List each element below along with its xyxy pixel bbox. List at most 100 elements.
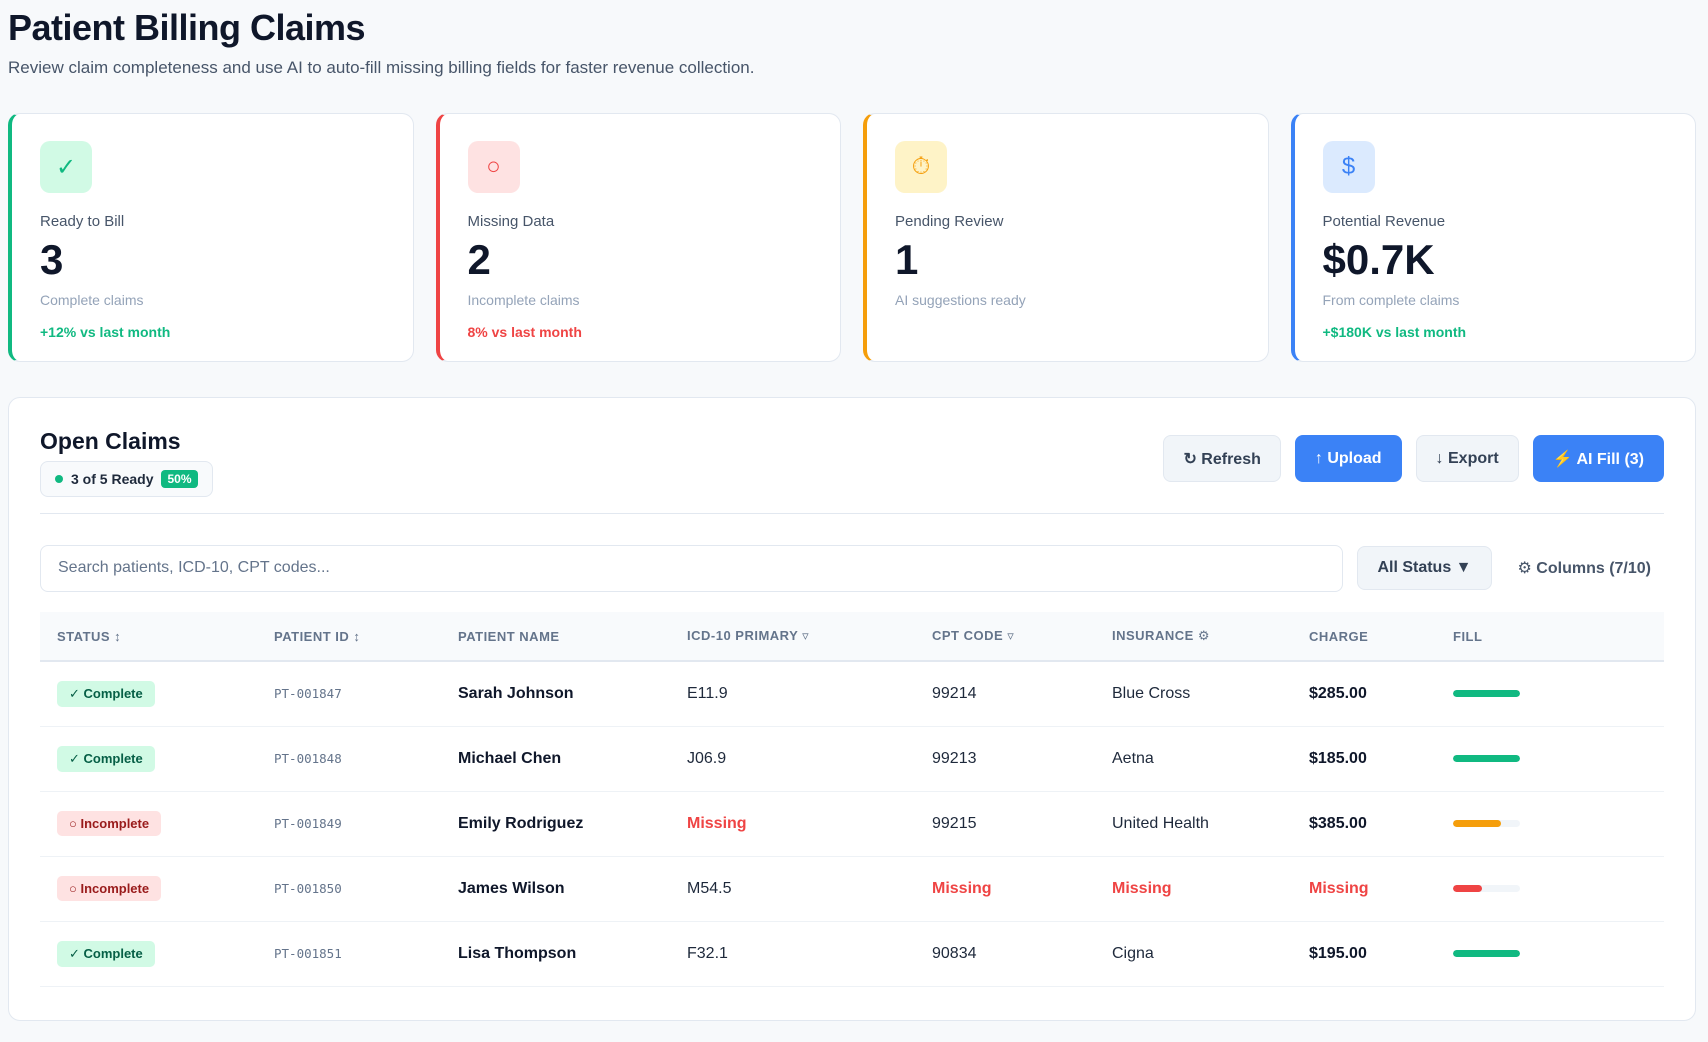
panel-toolbar: Open Claims 3 of 5 Ready 50% ↻ Refresh ↑…: [40, 428, 1664, 514]
header-cpt[interactable]: CPT CODE ▿: [932, 628, 1015, 643]
page-title: Patient Billing Claims: [8, 7, 366, 48]
charge-cell: $195.00: [1309, 944, 1367, 962]
status-filter-dropdown[interactable]: All Status ▼: [1357, 546, 1492, 590]
stat-label: Potential Revenue: [1322, 213, 1446, 230]
header-patient-id[interactable]: PATIENT ID ↕: [274, 628, 361, 644]
cpt-cell: 99215: [932, 814, 977, 832]
header-icd10[interactable]: ICD-10 PRIMARY ▿: [687, 628, 810, 643]
search-input[interactable]: [40, 544, 1344, 592]
ai-fill-button[interactable]: ⚡ AI Fill (3): [1532, 435, 1664, 482]
stat-card-pending: ⏱ Pending Review 1 AI suggestions ready: [863, 113, 1269, 362]
table-row[interactable]: ✓ Complete PT-001847 Sarah Johnson E11.9 992…: [40, 661, 1664, 727]
fill-progress-bar: [1453, 690, 1520, 698]
cpt-cell: 90834: [932, 944, 977, 962]
claims-table: STATUS ↕ PATIENT ID ↕ PATIENT NAME ICD-1…: [40, 612, 1664, 987]
check-icon: ✓: [40, 141, 92, 193]
open-claims-panel: Open Claims 3 of 5 Ready 50% ↻ Refresh ↑…: [8, 397, 1696, 1021]
status-badge: ✓ Complete: [57, 745, 155, 772]
charge-cell: $285.00: [1309, 684, 1367, 702]
charge-cell: $385.00: [1309, 814, 1367, 832]
patient-name-cell[interactable]: Michael Chen: [458, 749, 562, 767]
patient-name-cell[interactable]: James Wilson: [458, 879, 565, 897]
patient-name-cell[interactable]: Sarah Johnson: [458, 684, 574, 702]
insurance-cell: Aetna: [1112, 749, 1154, 767]
columns-toggle-button[interactable]: ⚙ Columns (7/10): [1517, 560, 1651, 577]
stat-value: $0.7K: [1322, 236, 1435, 283]
fill-progress-bar: [1453, 950, 1520, 957]
icd10-cell: F32.1: [687, 944, 728, 962]
insurance-cell: Cigna: [1112, 944, 1154, 962]
table-row[interactable]: ✓ Complete PT-001851 Lisa Thompson F32.1 908…: [40, 921, 1664, 987]
table-row[interactable]: ✓ Complete PT-001848 Michael Chen J06.9 9921…: [40, 726, 1664, 792]
header-charge: CHARGE: [1309, 628, 1369, 644]
stat-card-ready: ✓ Ready to Bill 3 Complete claims +12% v…: [8, 113, 414, 362]
upload-button[interactable]: ↑ Upload: [1294, 435, 1402, 482]
fill-progress-track: [1453, 820, 1520, 827]
icd10-cell: E11.9: [687, 684, 728, 702]
stat-subtext: Incomplete claims: [467, 292, 580, 308]
fill-progress-track: [1453, 755, 1520, 762]
header-patient-name: PATIENT NAME: [458, 628, 560, 644]
stat-subtext: Complete claims: [40, 292, 144, 308]
status-badge: ○ Incomplete: [57, 811, 162, 836]
patient-id-cell: PT-001847: [274, 685, 342, 701]
page-header: Patient Billing Claims Review claim comp…: [8, 6, 754, 78]
icd10-cell: J06.9: [687, 749, 727, 767]
stats-row: ✓ Ready to Bill 3 Complete claims +12% v…: [8, 113, 1696, 362]
patient-id-cell: PT-001851: [274, 945, 342, 961]
stat-value: 2: [467, 236, 491, 283]
fill-progress-bar: [1453, 820, 1502, 827]
fill-progress-track: [1453, 885, 1520, 892]
export-button[interactable]: ↓ Export: [1415, 435, 1519, 482]
patient-id-cell: PT-001849: [274, 815, 342, 831]
stat-trend: +12% vs last month: [40, 324, 171, 340]
fill-progress-bar: [1453, 885, 1482, 892]
status-dot-icon: [55, 475, 63, 483]
filter-bar: All Status ▼ ⚙ Columns (7/10): [40, 544, 1664, 592]
fill-progress-track: [1453, 690, 1520, 698]
panel-title: Open Claims: [40, 428, 181, 454]
status-badge: ✓ Complete: [57, 940, 155, 967]
cpt-cell: 99214: [932, 684, 977, 702]
ready-summary-pill: 3 of 5 Ready 50%: [40, 461, 213, 497]
patient-name-cell[interactable]: Emily Rodriguez: [458, 814, 584, 832]
status-badge: ○ Incomplete: [57, 876, 162, 901]
patient-id-cell: PT-001848: [274, 750, 342, 766]
insurance-cell: Missing: [1112, 879, 1172, 897]
fill-progress-track: [1453, 950, 1520, 957]
header-status[interactable]: STATUS ↕: [57, 628, 122, 644]
status-badge: ✓ Complete: [57, 680, 155, 707]
cpt-cell: 99213: [932, 749, 977, 767]
dollar-icon: $: [1322, 141, 1375, 193]
insurance-cell: United Health: [1112, 814, 1209, 832]
ready-percent-badge: 50%: [161, 470, 198, 488]
table-row[interactable]: ○ Incomplete PT-001850 James Wilson M54.5 Mi…: [40, 856, 1664, 922]
stat-label: Pending Review: [895, 213, 1004, 230]
stat-value: 1: [895, 236, 919, 283]
stat-trend: 8% vs last month: [467, 324, 582, 340]
refresh-button[interactable]: ↻ Refresh: [1163, 435, 1281, 482]
stat-trend: +$180K vs last month: [1322, 324, 1467, 340]
patient-name-cell[interactable]: Lisa Thompson: [458, 944, 577, 962]
icd10-cell: M54.5: [687, 879, 732, 897]
circle-icon: ○: [467, 141, 520, 193]
patient-id-cell: PT-001850: [274, 880, 342, 896]
header-insurance[interactable]: INSURANCE ⚙: [1112, 628, 1211, 643]
fill-progress-bar: [1453, 755, 1520, 762]
stat-card-missing: ○ Missing Data 2 Incomplete claims 8% vs…: [435, 113, 841, 362]
action-buttons: ↻ Refresh ↑ Upload ↓ Export ⚡ AI Fill (3…: [1163, 435, 1664, 482]
ready-count: 3 of 5 Ready: [71, 471, 154, 487]
header-fill: FILL: [1453, 628, 1483, 644]
stat-label: Ready to Bill: [40, 213, 125, 230]
charge-cell: Missing: [1309, 879, 1369, 897]
stat-subtext: AI suggestions ready: [895, 292, 1026, 308]
table-row[interactable]: ○ Incomplete PT-001849 Emily Rodriguez Miss…: [40, 791, 1664, 857]
icd10-cell: Missing: [687, 814, 747, 832]
charge-cell: $185.00: [1309, 749, 1367, 767]
table-header-row: STATUS ↕ PATIENT ID ↕ PATIENT NAME ICD-1…: [40, 612, 1664, 661]
stat-subtext: From complete claims: [1322, 292, 1460, 308]
page-subtitle: Review claim completeness and use AI to …: [8, 58, 755, 77]
stat-value: 3: [40, 236, 64, 283]
timer-icon: ⏱: [895, 141, 947, 193]
stat-card-revenue: $ Potential Revenue $0.7K From complete …: [1290, 113, 1696, 362]
